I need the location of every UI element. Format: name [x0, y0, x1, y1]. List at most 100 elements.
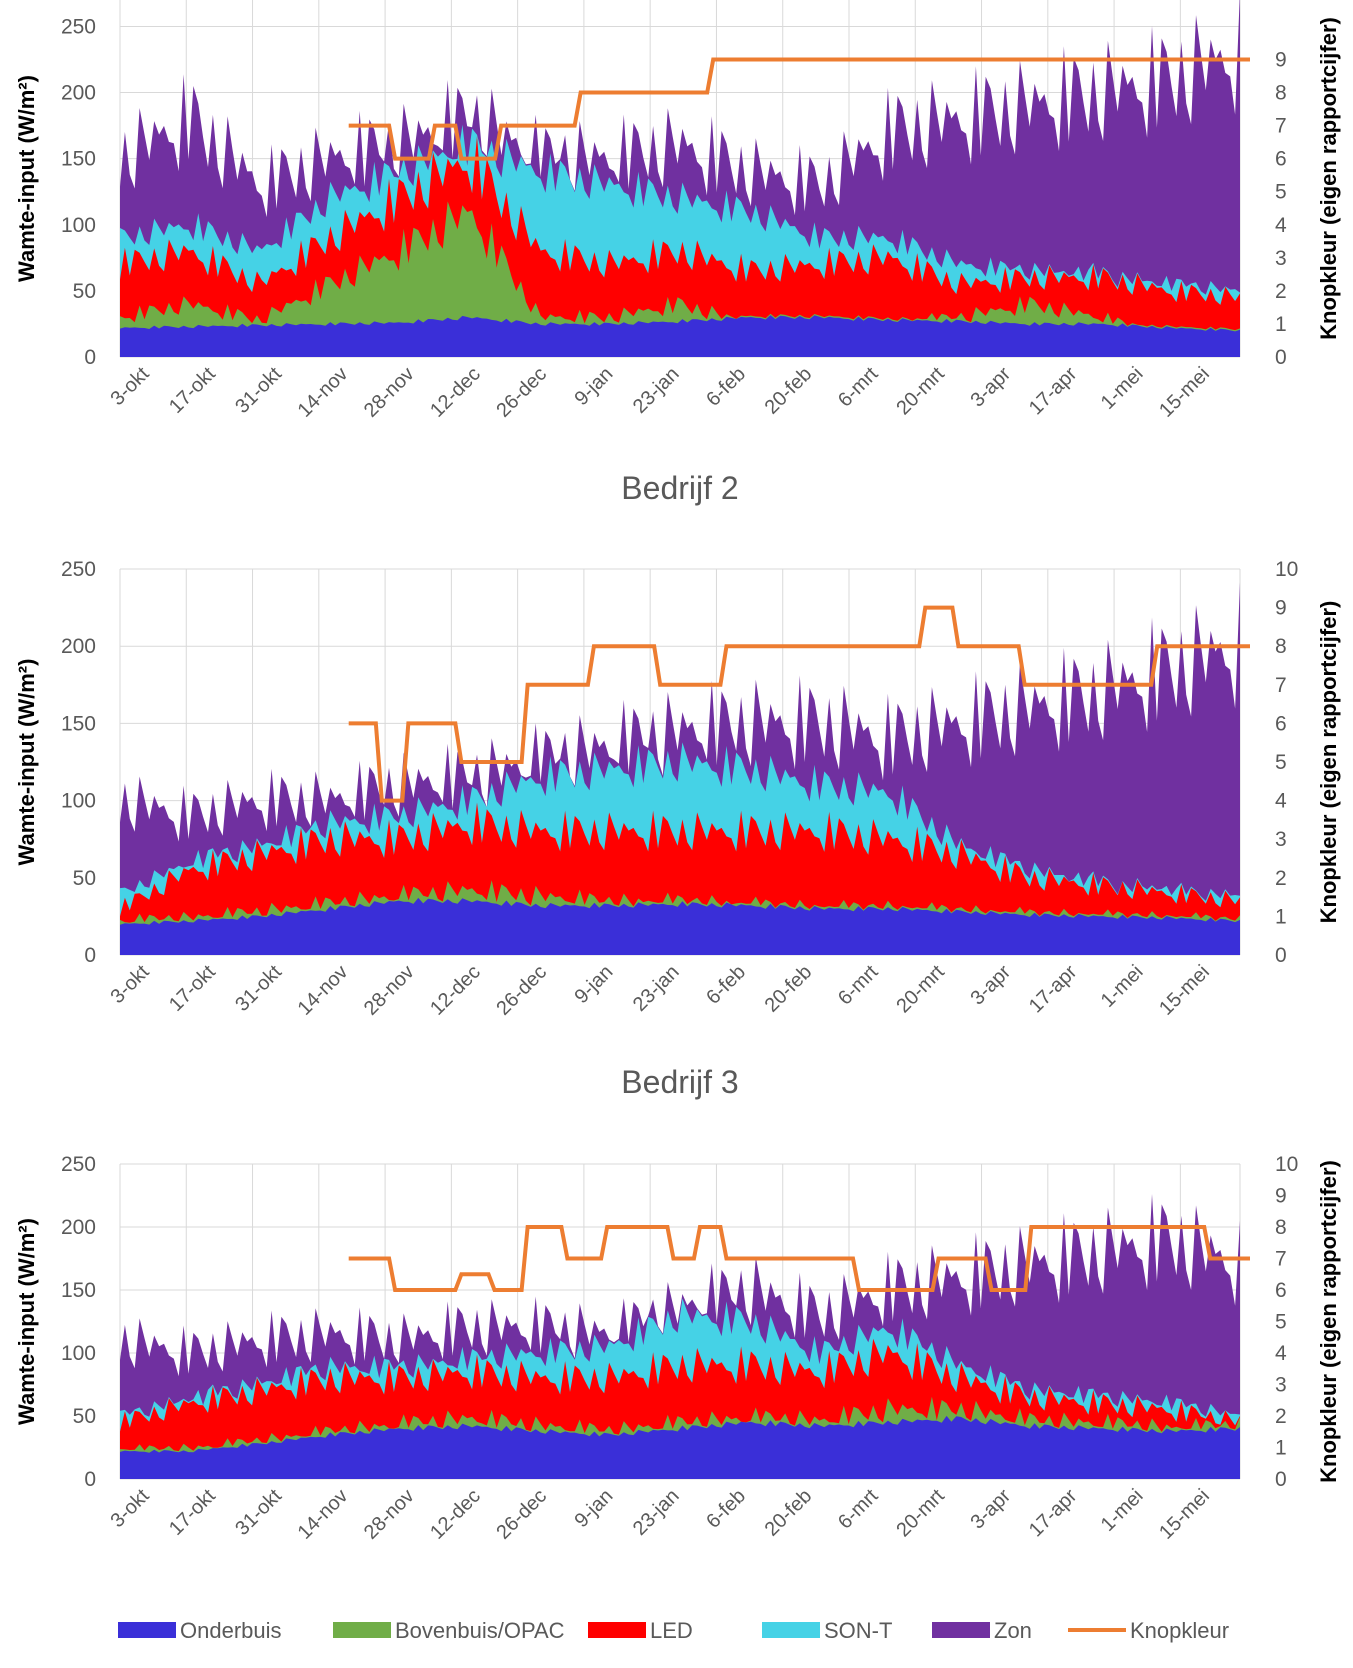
x-tick-label: 9-jan [570, 961, 617, 1008]
legend-label: LED [650, 1618, 693, 1643]
legend-swatch [588, 1622, 646, 1638]
line-series-knopkleur [348, 57, 1250, 161]
y-axis-title: Wamte-input (W/m²) [14, 75, 39, 282]
x-tick-label: 26-dec [492, 363, 551, 422]
y2-tick-label: 6 [1275, 1279, 1287, 1302]
y2-tick-label: 1 [1275, 313, 1287, 336]
y-tick-label: 50 [73, 1405, 96, 1428]
area-series-onderbuis [120, 1415, 1240, 1479]
x-tick-label: 6-mrt [834, 1485, 883, 1534]
y2-tick-label: 3 [1275, 828, 1287, 851]
y2-axis-title: Knopkleur (eigen rapportcijfer) [1316, 17, 1341, 340]
line-series-knopkleur [348, 605, 1250, 803]
chart-title: Bedrijf 3 [621, 1064, 738, 1100]
x-tick-label: 6-feb [702, 1485, 750, 1533]
y2-tick-label: 4 [1275, 790, 1287, 813]
x-tick-label: 28-nov [360, 1485, 419, 1544]
legend-swatch [118, 1622, 176, 1638]
y2-axis-title: Knopkleur (eigen rapportcijfer) [1316, 1160, 1341, 1483]
y-tick-label: 50 [73, 280, 96, 303]
y-tick-label: 250 [61, 1153, 96, 1176]
x-tick-label: 20-feb [761, 961, 817, 1017]
y2-tick-label: 4 [1275, 1342, 1287, 1365]
legend-label: Onderbuis [180, 1618, 282, 1643]
y-tick-label: 50 [73, 867, 96, 890]
x-tick-label: 6-mrt [834, 961, 883, 1010]
y2-tick-label: 3 [1275, 247, 1287, 270]
x-tick-label: 20-mrt [892, 961, 949, 1018]
chart-title: Bedrijf 2 [621, 470, 738, 506]
chart-panel-2: 0 50 100 150 200 250 0 1 2 3 4 5 6 7 8 9 10 3-okt 17-okt 31… [14, 470, 1341, 1020]
y2-tick-label: 2 [1275, 280, 1287, 303]
chart-panel-1: 0 50 100 150 200 250 0 1 2 3 4 5 6 7 8 9 3-okt 17-okt 31-o… [14, 0, 1341, 422]
x-tick-label: 20-mrt [892, 363, 949, 420]
y-tick-label: 0 [84, 1468, 96, 1491]
y-axis-title: Wamte-input (W/m²) [14, 1218, 39, 1425]
x-tick-label: 17-apr [1025, 961, 1082, 1018]
x-tick-label: 14-nov [294, 1485, 353, 1544]
y-tick-label: 0 [84, 944, 96, 967]
x-tick-label: 20-feb [761, 1485, 817, 1541]
x-tick-label: 12-dec [426, 363, 485, 422]
y-tick-label: 100 [61, 790, 96, 813]
y2-tick-label: 9 [1275, 1185, 1287, 1208]
y-tick-label: 100 [61, 1342, 96, 1365]
x-tick-label: 17-okt [165, 363, 220, 418]
y2-tick-label: 5 [1275, 751, 1287, 774]
y2-tick-label: 6 [1275, 712, 1287, 735]
x-tick-label: 20-mrt [892, 1485, 949, 1542]
x-tick-label: 23-jan [629, 363, 684, 418]
x-tick-label: 3-okt [107, 961, 154, 1008]
x-tick-label: 17-okt [165, 1485, 220, 1540]
x-tick-label: 17-okt [165, 961, 220, 1016]
x-tick-label: 9-jan [570, 1485, 617, 1532]
y-tick-label: 200 [61, 1216, 96, 1239]
x-tick-label: 23-jan [629, 1485, 684, 1540]
legend-label: Zon [994, 1618, 1032, 1643]
y2-tick-label: 0 [1275, 1468, 1287, 1491]
y2-tick-label: 10 [1275, 558, 1298, 581]
legend-swatch [932, 1622, 990, 1638]
y-tick-label: 200 [61, 82, 96, 105]
area-series-bovenbuis-opac [120, 201, 1240, 357]
y-tick-label: 150 [61, 1279, 96, 1302]
y-tick-label: 150 [61, 148, 96, 171]
y2-tick-label: 8 [1275, 1216, 1287, 1239]
legend-swatch [762, 1622, 820, 1638]
x-tick-label: 6-feb [702, 961, 750, 1009]
x-tick-label: 3-apr [966, 363, 1015, 412]
y2-tick-label: 3 [1275, 1374, 1287, 1397]
y2-tick-label: 10 [1275, 1153, 1298, 1176]
x-tick-label: 6-mrt [834, 363, 883, 412]
y2-tick-label: 2 [1275, 867, 1287, 890]
x-tick-label: 23-jan [629, 961, 684, 1016]
x-tick-label: 1-mei [1097, 363, 1148, 414]
area-series-onderbuis [120, 897, 1240, 955]
y-tick-label: 250 [61, 558, 96, 581]
x-tick-label: 14-nov [294, 363, 353, 422]
x-tick-label: 15-mei [1155, 1485, 1214, 1544]
x-tick-label: 26-dec [492, 1485, 551, 1544]
y-tick-label: 200 [61, 635, 96, 658]
x-tick-label: 3-apr [966, 961, 1015, 1010]
x-tick-label: 1-mei [1097, 1485, 1148, 1536]
y2-tick-label: 7 [1275, 115, 1287, 138]
x-tick-label: 28-nov [360, 363, 419, 422]
y2-tick-label: 7 [1275, 1248, 1287, 1271]
x-tick-label: 17-apr [1025, 363, 1082, 420]
y2-tick-label: 7 [1275, 674, 1287, 697]
y2-tick-label: 5 [1275, 181, 1287, 204]
y2-tick-label: 6 [1275, 148, 1287, 171]
legend-label: Bovenbuis/OPAC [395, 1618, 565, 1643]
x-tick-label: 20-feb [761, 363, 817, 419]
y2-tick-label: 0 [1275, 346, 1287, 369]
x-tick-label: 6-feb [702, 363, 750, 411]
y-tick-label: 150 [61, 712, 96, 735]
y2-tick-label: 5 [1275, 1311, 1287, 1334]
y2-tick-label: 9 [1275, 597, 1287, 620]
x-tick-label: 12-dec [426, 1485, 485, 1544]
x-tick-label: 3-apr [966, 1485, 1015, 1534]
y2-tick-label: 8 [1275, 82, 1287, 105]
